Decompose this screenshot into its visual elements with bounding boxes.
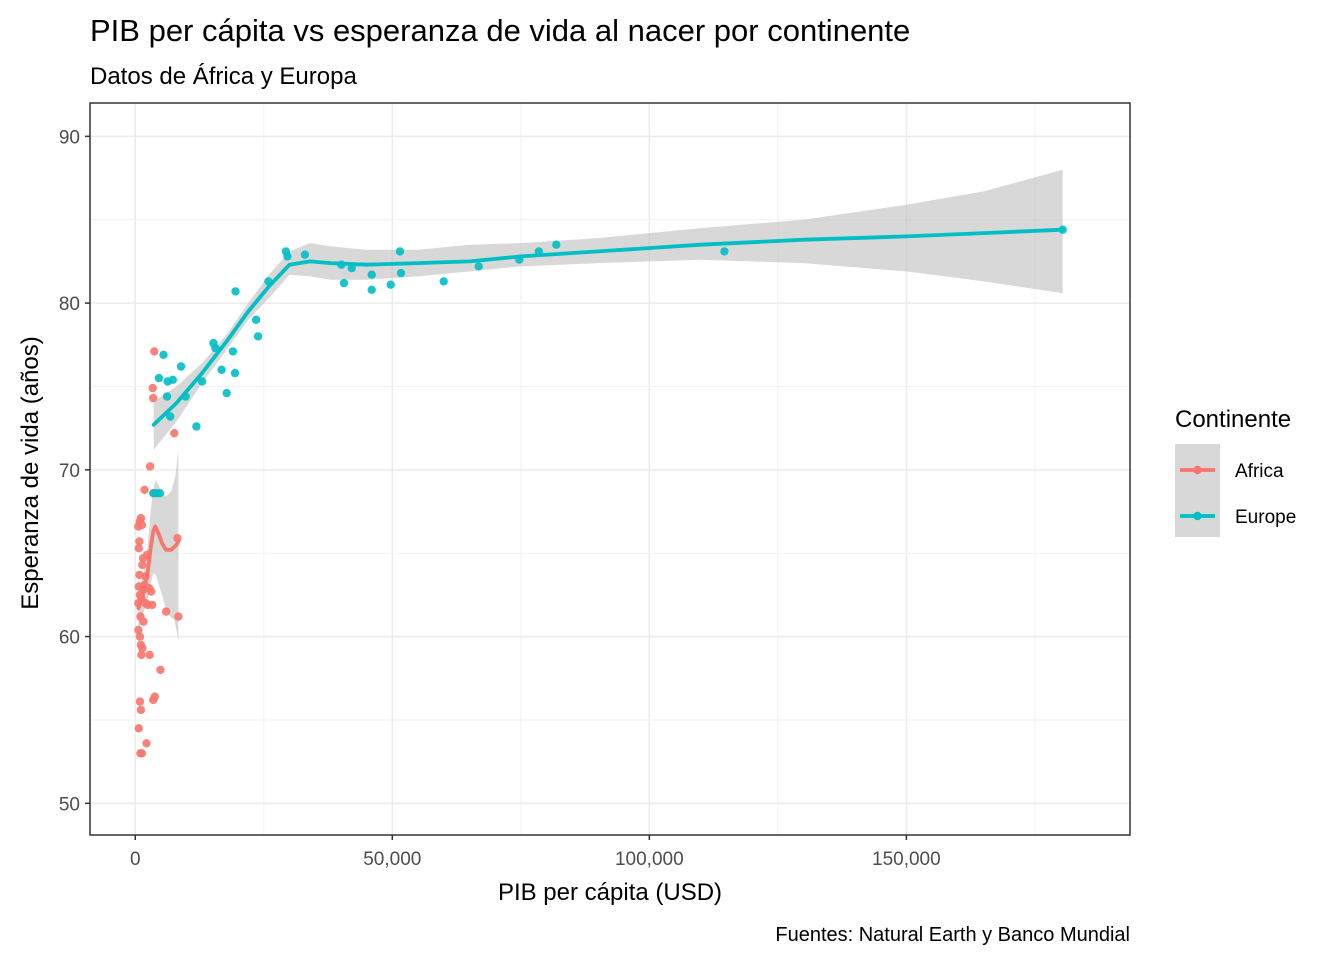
y-tick-label: 90 — [59, 127, 80, 148]
data-point-europe — [154, 373, 164, 383]
data-point-africa — [134, 625, 143, 635]
y-axis-ticks: 50 60 70 80 90 — [59, 127, 90, 815]
data-point-europe — [231, 287, 240, 296]
smooth-line-africa — [136, 524, 181, 611]
y-axis-title: Esperanza de vida (años) — [17, 336, 44, 610]
data-point-africa — [135, 537, 144, 546]
data-point-europe — [552, 240, 561, 249]
data-point-europe — [367, 285, 376, 294]
data-point-europe — [251, 315, 261, 324]
data-point-europe — [155, 489, 165, 498]
data-point-europe — [720, 247, 729, 256]
x-tick-label: 100,000 — [615, 849, 684, 870]
data-point-europe — [474, 262, 483, 271]
confidence-bands — [138, 169, 1063, 640]
legend-key-point-africa — [1193, 465, 1202, 475]
data-point-africa — [149, 393, 158, 403]
data-point-africa — [148, 383, 157, 393]
chart-caption: Fuentes: Natural Earth y Banco Mundial — [775, 924, 1130, 946]
data-point-africa — [134, 544, 143, 553]
chart-title: PIB per cápita vs esperanza de vida al n… — [90, 13, 910, 48]
data-point-africa — [170, 429, 179, 438]
data-point-europe — [367, 270, 376, 279]
confidence-band-africa — [138, 449, 179, 640]
y-tick-label: 80 — [59, 294, 80, 315]
data-point-africa — [145, 650, 154, 660]
data-point-europe — [166, 412, 175, 421]
data-point-europe — [159, 350, 168, 359]
legend-label-europe: Europe — [1235, 507, 1296, 528]
data-point-africa — [137, 749, 147, 758]
data-point-africa — [140, 485, 149, 494]
data-point-europe — [283, 252, 292, 261]
data-point-africa — [147, 587, 156, 596]
data-point-europe — [192, 422, 201, 431]
legend: Continente Africa Europe — [1175, 406, 1296, 537]
y-tick-label: 70 — [59, 461, 80, 482]
data-point-europe — [168, 375, 177, 384]
data-point-africa — [136, 705, 146, 715]
x-tick-label: 150,000 — [872, 849, 941, 870]
data-point-europe — [222, 388, 231, 398]
data-point-africa — [135, 697, 145, 706]
data-point-africa — [150, 692, 159, 701]
data-point-europe — [300, 250, 310, 259]
data-point-africa — [136, 612, 145, 621]
data-point-europe — [395, 247, 405, 256]
data-point-africa — [137, 650, 146, 660]
data-point-europe — [197, 377, 207, 386]
data-point-africa — [138, 644, 147, 653]
y-tick-label: 60 — [59, 628, 80, 649]
data-point-europe — [439, 277, 448, 286]
smooth-line-europe — [151, 227, 1065, 427]
legend-key-point-europe — [1193, 511, 1202, 521]
data-point-europe — [339, 278, 349, 288]
legend-key-background — [1175, 444, 1220, 537]
data-point-africa — [150, 347, 159, 356]
data-point-europe — [396, 268, 406, 278]
data-point-europe — [228, 347, 238, 356]
data-point-africa — [142, 739, 151, 748]
data-point-europe — [162, 392, 172, 401]
data-point-africa — [161, 607, 171, 616]
data-point-africa — [145, 462, 155, 471]
x-axis-ticks: 0 50,000 100,000 150,000 — [130, 835, 941, 870]
confidence-band-europe — [153, 169, 1063, 450]
x-tick-label: 0 — [130, 849, 141, 870]
plot-panel — [89, 102, 1131, 836]
y-tick-label: 50 — [59, 794, 80, 815]
data-point-africa — [156, 665, 165, 675]
data-point-europe — [230, 368, 240, 378]
data-points — [134, 225, 1067, 758]
panel-border — [89, 102, 1131, 836]
data-point-europe — [386, 280, 395, 289]
x-tick-label: 50,000 — [363, 849, 421, 870]
data-point-africa — [138, 560, 147, 570]
data-point-africa — [135, 632, 145, 641]
chart-subtitle: Datos de África y Europa — [90, 63, 357, 90]
data-point-africa — [136, 514, 146, 523]
x-axis-title: PIB per cápita (USD) — [498, 879, 722, 906]
data-point-africa — [174, 612, 183, 621]
data-point-africa — [148, 600, 157, 610]
data-point-europe — [217, 365, 226, 374]
data-point-europe — [176, 362, 186, 371]
data-point-africa — [134, 724, 143, 733]
data-point-europe — [253, 332, 263, 341]
legend-label-africa: Africa — [1235, 461, 1284, 482]
legend-title: Continente — [1175, 406, 1291, 433]
smooth-lines — [136, 227, 1065, 611]
data-point-africa — [137, 520, 147, 530]
